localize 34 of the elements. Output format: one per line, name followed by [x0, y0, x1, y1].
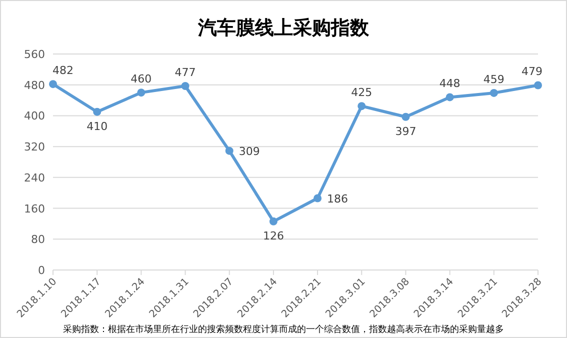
point [181, 82, 190, 90]
y-tick-label: 160 [24, 202, 45, 216]
data-label: 482 [52, 64, 74, 78]
point [534, 81, 542, 90]
point [402, 112, 410, 121]
data-label: 425 [351, 86, 372, 100]
data-label: 410 [86, 120, 108, 133]
text: 采购指数：根据在市场里所在行业的搜索频数程度计算而成的一个综合数值，指数越高表示在市场的采购量越多 [63, 324, 504, 335]
data-label: 126 [262, 229, 284, 242]
point [269, 217, 278, 226]
point [49, 80, 57, 88]
point [314, 194, 322, 202]
data-label: 460 [130, 72, 152, 86]
data-label: 477 [174, 66, 196, 80]
point [225, 146, 234, 155]
data-label: 459 [483, 72, 504, 86]
y-tick-label: 0 [38, 264, 45, 277]
y-tick-label: 560 [24, 48, 45, 61]
point [93, 108, 102, 116]
y-tick-label: 480 [24, 78, 45, 92]
data-label: 309 [238, 144, 260, 158]
y-tick-label: 240 [24, 171, 45, 184]
y-tick-label: 400 [24, 110, 45, 123]
point [137, 88, 146, 97]
data-label: 479 [522, 65, 542, 78]
point [490, 88, 498, 97]
y-tick-label: 320 [24, 140, 45, 154]
point [358, 102, 366, 110]
data-label: 397 [395, 124, 416, 138]
y-tick-label: 80 [31, 233, 45, 246]
data-label: 448 [439, 77, 460, 90]
data-label: 186 [327, 192, 348, 206]
point [446, 93, 454, 102]
chart-title: 汽车膜线上采购指数 [197, 17, 370, 39]
